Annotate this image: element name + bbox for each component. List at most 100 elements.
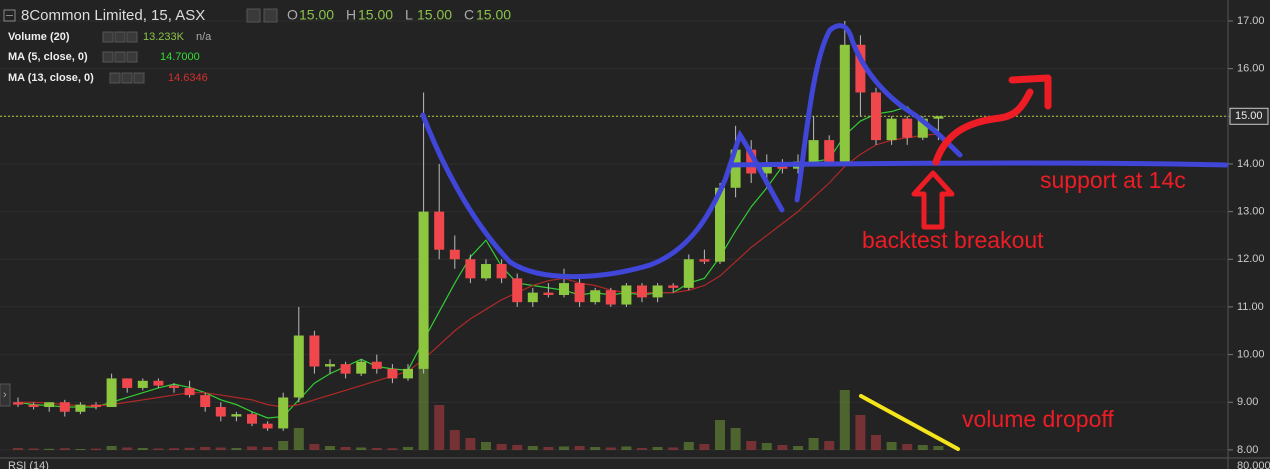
candle-body	[886, 118, 897, 141]
candle-body	[871, 92, 881, 141]
indicator-extra: n/a	[196, 31, 212, 43]
candle-body	[715, 187, 725, 262]
volume-bar	[808, 438, 819, 450]
volume-bar	[44, 448, 55, 450]
candle-body	[668, 285, 679, 288]
y-tick-label: 9.00	[1237, 396, 1258, 408]
volume-bar	[293, 428, 304, 450]
y-tick-label: 14.00	[1237, 158, 1265, 170]
volume-bar	[621, 446, 632, 450]
volume-bar	[824, 441, 835, 450]
candle-body	[652, 285, 663, 298]
volume-bar	[496, 444, 507, 450]
candle-body	[200, 395, 211, 408]
volume-bar	[387, 448, 398, 450]
volume-bar	[605, 447, 616, 450]
volume-bar	[543, 447, 554, 450]
candle-body	[184, 387, 195, 396]
ohlc-name: H	[346, 7, 356, 23]
volume-bar	[574, 446, 585, 450]
candle-body	[543, 292, 554, 296]
volume-bar	[418, 340, 429, 450]
header-icons	[246, 8, 278, 23]
grid	[0, 20, 1228, 451]
indicator-icon	[126, 51, 138, 63]
candle-body	[559, 283, 569, 296]
volume-bar	[761, 443, 772, 450]
price-label-box	[1229, 107, 1269, 125]
volume-bar	[215, 447, 226, 450]
scroll-icon: ›	[3, 389, 7, 401]
candle-body	[231, 414, 242, 417]
ohlc-legend: O 15.00 H 15.00 L 15.00 C 15.00	[287, 7, 511, 23]
volume-bar	[278, 441, 289, 450]
candle-body	[91, 404, 101, 408]
candle-body	[761, 163, 772, 174]
volume-bar	[200, 447, 211, 450]
volume-dropoff-line	[859, 394, 960, 451]
candle-body	[902, 118, 913, 138]
candle-body	[59, 402, 70, 412]
candle-body	[340, 364, 351, 374]
volume-bar	[730, 428, 741, 450]
candle-body	[574, 283, 585, 303]
volume-bar	[668, 447, 679, 450]
candle-body	[839, 44, 850, 162]
indicator-icon	[102, 31, 114, 43]
candle-body	[137, 380, 148, 388]
candle-body	[28, 404, 39, 408]
candle-body	[418, 211, 429, 369]
y-tick-label: 8.00	[1237, 444, 1258, 456]
candle-body	[746, 149, 757, 174]
candle-body	[605, 290, 616, 305]
candle-body	[824, 140, 835, 162]
volume-bar	[340, 447, 351, 450]
annotation: backtest breakout	[862, 227, 1044, 253]
indicator-value: 14.6346	[168, 72, 208, 84]
settings-icon[interactable]	[246, 8, 261, 23]
candle-body	[371, 361, 382, 369]
ohlc-value: 15.00	[358, 7, 393, 23]
volume-bar	[309, 444, 320, 450]
settings-icon[interactable]	[263, 8, 278, 23]
annotation: volume dropoff	[962, 406, 1114, 432]
volume-bar	[683, 442, 694, 450]
candle-body	[434, 211, 445, 250]
indicator-value: 13.233K	[143, 31, 185, 43]
candle-body	[247, 414, 257, 424]
volume-bar	[715, 420, 725, 450]
volume-bar	[91, 448, 101, 450]
candle-body	[309, 335, 320, 367]
volume-bar	[75, 449, 86, 450]
candle-body	[527, 292, 538, 303]
volume-bar	[777, 445, 788, 450]
volume-bar	[699, 444, 710, 450]
volume-bar	[527, 446, 538, 450]
ohlc-value: 15.00	[417, 7, 452, 23]
candle-body	[808, 140, 819, 162]
collapse-toggle[interactable]	[3, 9, 16, 22]
peak-drawing	[794, 23, 963, 203]
candle-body	[481, 264, 491, 279]
y-tick-label: 16.00	[1237, 63, 1265, 75]
candle-body	[215, 407, 226, 417]
price-axis: 8.00 9.00 10.00 11.00 12.00 13.00 14.00 15.00 16…	[1228, 15, 1269, 456]
candle-body	[403, 368, 413, 379]
candle-body	[512, 278, 523, 303]
candle-body	[325, 364, 335, 367]
volume-bar	[637, 448, 647, 450]
candle-body	[496, 264, 507, 279]
candle-body	[730, 149, 741, 188]
volume-bar	[855, 415, 866, 450]
breakout-arrow-head	[1008, 74, 1052, 110]
y-tick-label: 17.00	[1237, 15, 1265, 27]
volume-bar	[793, 446, 803, 450]
ohlc-name: C	[464, 7, 474, 23]
rsi-label: RSI (14)	[8, 460, 49, 469]
volume-bar	[184, 447, 195, 450]
scroll-button[interactable]	[0, 383, 11, 407]
candle-body	[356, 361, 367, 374]
volume-bar	[465, 438, 476, 450]
